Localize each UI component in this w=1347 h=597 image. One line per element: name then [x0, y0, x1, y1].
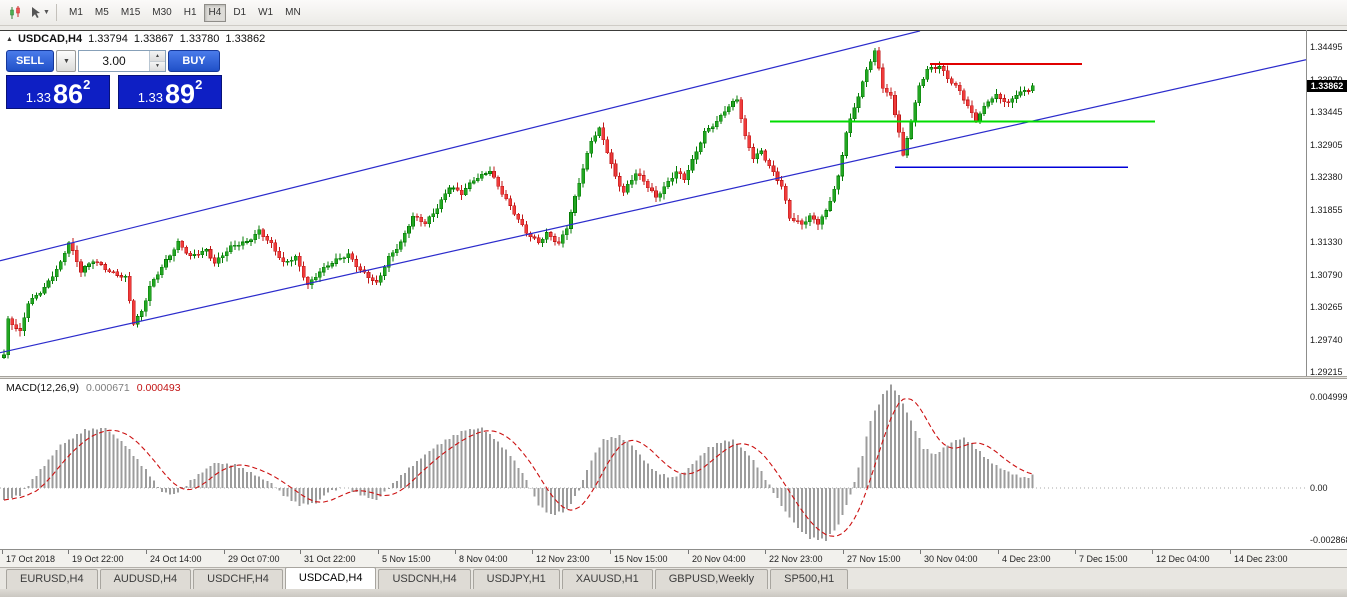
macd-main-value: 0.000671 [85, 382, 130, 394]
time-axis-label: 31 Oct 22:00 [300, 550, 356, 564]
time-axis-label: 24 Oct 14:00 [146, 550, 202, 564]
bid-price-big-digits: 86 [53, 78, 84, 109]
candlestick-chart-icon [10, 5, 20, 19]
timeframe-toolbar: M1 M5 M15 M30 H1 H4 D1 W1 MN [63, 3, 307, 22]
sell-button[interactable]: SELL [6, 50, 54, 72]
one-click-trading-panel: SELL ▼ ▲ ▼ BUY 1.33 86 2 [6, 50, 222, 109]
timeframe-button-mn[interactable]: MN [280, 4, 306, 22]
time-axis-label: 14 Dec 23:00 [1230, 550, 1288, 564]
chart-ohlc-header: ▲ USDCAD,H4 1.33794 1.33867 1.33780 1.33… [6, 33, 265, 45]
high-value: 1.33867 [133, 33, 174, 45]
timeframe-button-m15[interactable]: M15 [116, 4, 145, 22]
tab-audusd-h4[interactable]: AUDUSD,H4 [99, 569, 192, 589]
price-axis-label: 1.30265 [1310, 302, 1343, 312]
timeframe-button-m1[interactable]: M1 [64, 4, 88, 22]
price-axis-label: 1.31855 [1310, 204, 1343, 215]
price-axis-label: 1.29740 [1310, 334, 1343, 345]
current-price-tag: 1.33862 [1307, 80, 1347, 93]
macd-chart-canvas[interactable] [0, 379, 1306, 549]
collapse-chart-icon[interactable]: ▲ [6, 35, 13, 43]
low-value: 1.33780 [179, 33, 220, 45]
macd-axis-label: 0.00 [1310, 483, 1328, 493]
price-chart-pane: ▲ USDCAD,H4 1.33794 1.33867 1.33780 1.33… [0, 30, 1347, 377]
tab-sp500-h1[interactable]: SP500,H1 [770, 569, 849, 589]
symbol-label: USDCAD,H4 [17, 33, 83, 45]
close-value: 1.33862 [225, 33, 266, 45]
chart-tools-dropdown-button[interactable]: ▼ [28, 3, 52, 23]
macd-axis: 0.004999 0.00 -0.002868 [1307, 379, 1347, 549]
tab-usdchf-h4[interactable]: USDCHF,H4 [193, 569, 283, 589]
time-axis-label: 29 Oct 07:00 [224, 550, 280, 564]
tab-gbpusd-weekly[interactable]: GBPUSD,Weekly [654, 569, 769, 589]
time-axis-label: 15 Nov 15:00 [610, 550, 668, 564]
buy-button[interactable]: BUY [168, 50, 220, 72]
timeframe-button-m5[interactable]: M5 [90, 4, 114, 22]
volume-spinner: ▲ ▼ [149, 51, 165, 71]
tab-eurusd-h4[interactable]: EURUSD,H4 [6, 569, 98, 589]
volume-field: ▲ ▼ [78, 50, 166, 72]
price-chart-canvas[interactable] [0, 31, 1306, 377]
pane-splitter[interactable] [0, 376, 1347, 379]
timeframe-button-m30[interactable]: M30 [147, 4, 176, 22]
time-axis-label: 4 Dec 23:00 [998, 550, 1051, 564]
window-bottom-edge [0, 589, 1347, 597]
sell-quote-button[interactable]: 1.33 86 2 [6, 75, 110, 109]
buy-quote-button[interactable]: 1.33 89 2 [118, 75, 222, 109]
chart-tabs-bar: EURUSD,H4 AUDUSD,H4 USDCHF,H4 USDCAD,H4 USDC… [0, 567, 1347, 589]
macd-axis-label: -0.002868 [1310, 535, 1347, 546]
time-axis-label: 27 Nov 15:00 [843, 550, 901, 564]
tab-usdjpy-h1[interactable]: USDJPY,H1 [472, 569, 560, 589]
macd-signal-value: 0.000493 [136, 382, 181, 394]
ask-price-big-digits: 89 [165, 78, 196, 109]
cursor-icon [32, 7, 41, 18]
timeframe-button-d1[interactable]: D1 [228, 4, 251, 22]
ask-price-prefix: 1.33 [137, 89, 164, 105]
time-axis-label: 30 Nov 04:00 [920, 550, 978, 564]
price-axis-label: 1.32905 [1310, 139, 1343, 150]
timeframe-button-w1[interactable]: W1 [253, 4, 278, 22]
volume-decrease-button[interactable]: ▼ [150, 61, 165, 71]
price-axis[interactable]: 1.34495 1.33970 1.33445 1.32905 1.32380 1.318… [1307, 31, 1347, 377]
time-axis-label: 12 Nov 23:00 [532, 550, 590, 564]
open-value: 1.33794 [88, 33, 128, 45]
price-axis-label: 1.32380 [1310, 172, 1343, 182]
volume-dropdown-button[interactable]: ▼ [56, 50, 76, 72]
price-axis-label: 1.34495 [1310, 42, 1343, 52]
toolbar-separator [56, 4, 57, 21]
time-axis[interactable]: 17 Oct 2018 19 Oct 22:00 24 Oct 14:00 29 Oc… [0, 549, 1347, 567]
time-axis-label: 20 Nov 04:00 [688, 550, 746, 564]
time-axis-label: 17 Oct 2018 [1, 550, 56, 564]
price-axis-label: 1.29215 [1310, 367, 1343, 377]
time-axis-label: 19 Oct 22:00 [68, 550, 124, 564]
price-axis-label: 1.33970 [1310, 75, 1343, 85]
axis-separator-line [1306, 30, 1307, 549]
tab-xauusd-h1[interactable]: XAUUSD,H1 [561, 569, 653, 589]
chevron-down-icon: ▼ [43, 9, 50, 16]
bid-price-prefix: 1.33 [25, 89, 52, 105]
volume-increase-button[interactable]: ▲ [150, 51, 165, 62]
timeframe-button-h1[interactable]: H1 [179, 4, 202, 22]
volume-input[interactable] [79, 51, 149, 71]
ask-price-pipette: 2 [195, 77, 203, 92]
tab-usdcad-h4[interactable]: USDCAD,H4 [284, 567, 377, 589]
price-axis-label: 1.30790 [1310, 269, 1343, 280]
timeframe-button-h4[interactable]: H4 [203, 3, 227, 22]
toolbar: ▼ M1 M5 M15 M30 H1 H4 D1 W1 MN [0, 0, 1347, 26]
chevron-down-icon: ▼ [63, 57, 70, 65]
time-axis-label: 7 Dec 15:00 [1075, 550, 1128, 564]
time-axis-label: 8 Nov 04:00 [455, 550, 508, 564]
bid-price-pipette: 2 [83, 77, 91, 92]
time-axis-label: 12 Dec 04:00 [1152, 550, 1210, 564]
macd-axis-label: 0.004999 [1310, 391, 1347, 402]
time-axis-label: 5 Nov 15:00 [378, 550, 431, 564]
macd-pane: MACD(12,26,9) 0.000671 0.000493 0.004999… [0, 379, 1347, 549]
tab-usdcnh-h4[interactable]: USDCNH,H4 [378, 569, 471, 589]
macd-name: MACD(12,26,9) [6, 382, 79, 394]
macd-indicator-label: MACD(12,26,9) 0.000671 0.000493 [6, 382, 181, 394]
time-axis-label: 22 Nov 23:00 [765, 550, 823, 564]
price-axis-label: 1.33445 [1310, 107, 1343, 117]
candlestick-chart-icon-button[interactable] [4, 3, 28, 23]
price-axis-label: 1.31330 [1310, 237, 1343, 247]
